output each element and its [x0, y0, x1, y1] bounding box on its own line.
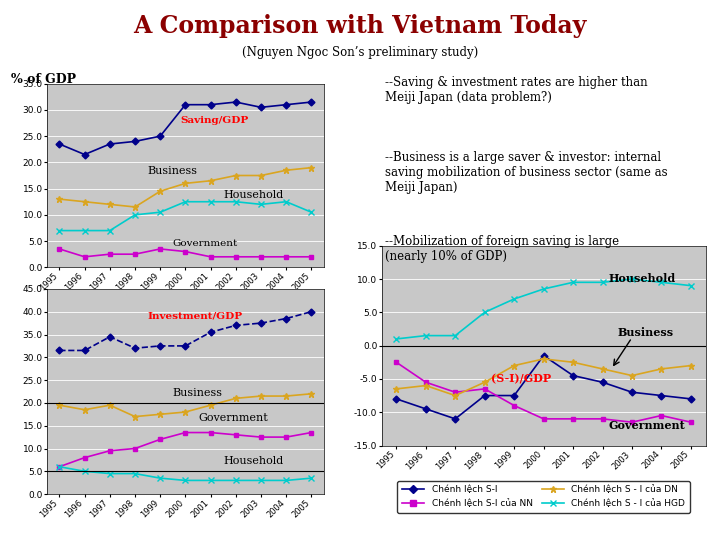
Legend: Chénh lệch S-I, Chénh lệch S-I của NN, Chénh lệch S - I của DN, Chénh lệch S - I: Chénh lệch S-I, Chénh lệch S-I của NN, C…: [397, 481, 690, 512]
Text: Government: Government: [173, 239, 238, 248]
Text: Investment/GDP: Investment/GDP: [148, 312, 243, 321]
Text: --Saving & investment rates are higher than
Meiji Japan (data problem?): --Saving & investment rates are higher t…: [385, 76, 648, 104]
Text: Household: Household: [223, 456, 284, 467]
Text: (Nguyen Ngoc Son’s preliminary study): (Nguyen Ngoc Son’s preliminary study): [242, 46, 478, 59]
Text: Business: Business: [173, 388, 222, 398]
Text: Business: Business: [617, 327, 673, 338]
Text: (S-I)/GDP: (S-I)/GDP: [490, 373, 551, 384]
Text: Saving/GDP: Saving/GDP: [181, 116, 248, 125]
Text: Household: Household: [608, 273, 675, 285]
Text: Government: Government: [198, 413, 268, 423]
Text: % of GDP: % of GDP: [11, 73, 76, 86]
Text: Government: Government: [608, 420, 685, 431]
Text: Household: Household: [223, 190, 284, 200]
Text: --Business is a large saver & investor: internal
saving mobilization of business: --Business is a large saver & investor: …: [385, 151, 668, 194]
Text: --Mobilization of foreign saving is large
(nearly 10% of GDP): --Mobilization of foreign saving is larg…: [385, 235, 619, 263]
Text: A Comparison with Vietnam Today: A Comparison with Vietnam Today: [133, 14, 587, 37]
Text: Business: Business: [148, 166, 197, 176]
